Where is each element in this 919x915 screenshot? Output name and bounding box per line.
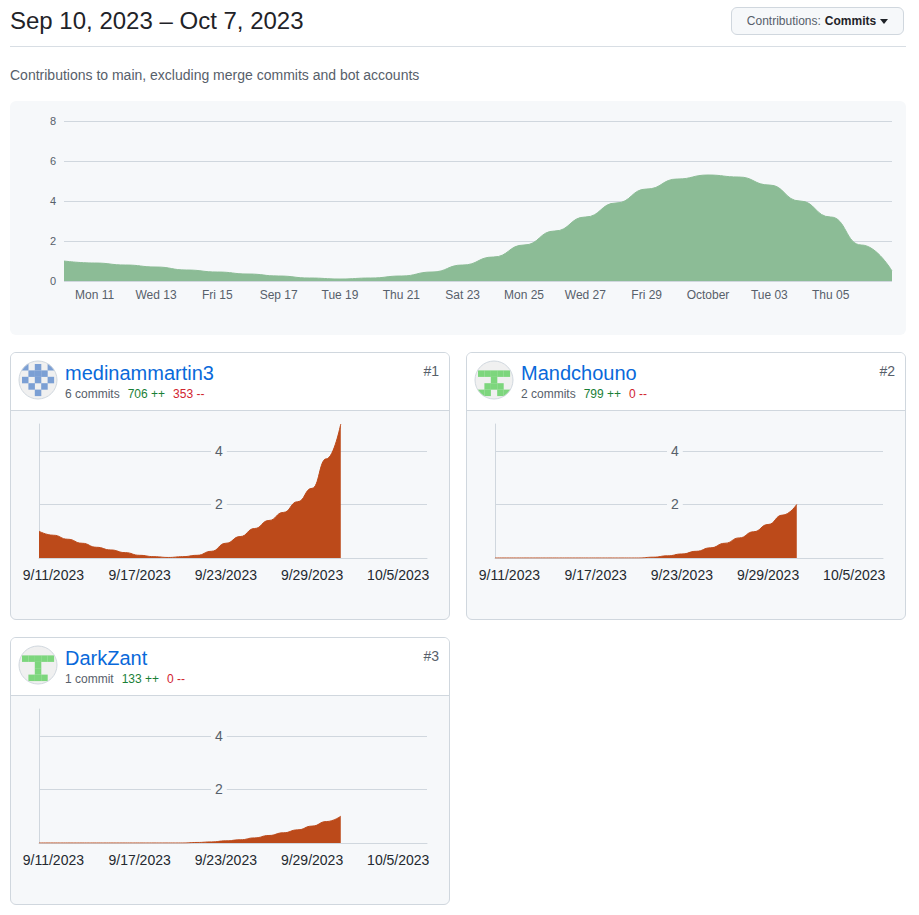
svg-text:9/29/2023: 9/29/2023 <box>737 567 799 583</box>
svg-text:4: 4 <box>215 728 223 744</box>
html-text:#3: #3 <box>423 648 439 664</box>
svg-text:9/11/2023: 9/11/2023 <box>23 567 84 583</box>
html-text:353 --: 353 -- <box>173 387 205 401</box>
html-text:1 commit: 1 commit <box>65 672 114 686</box>
html-text:6 commits: 6 commits <box>65 387 120 401</box>
svg-text:9/23/2023: 9/23/2023 <box>651 567 713 583</box>
html-text:Contributions to main, excludi: Contributions to main, excluding merge c… <box>10 67 420 83</box>
svg-text:9/17/2023: 9/17/2023 <box>108 852 170 868</box>
svg-text:Tue 19: Tue 19 <box>322 288 359 302</box>
svg-text:Mon 11: Mon 11 <box>75 288 114 302</box>
svg-text:9/23/2023: 9/23/2023 <box>195 852 257 868</box>
html-text:#1: #1 <box>423 363 439 379</box>
html-text:0 --: 0 -- <box>629 387 648 401</box>
svg-text:Wed 27: Wed 27 <box>565 288 606 302</box>
svg-text:October: October <box>687 288 730 302</box>
svg-text:9/29/2023: 9/29/2023 <box>281 567 343 583</box>
html-text:DarkZant: DarkZant <box>65 647 148 669</box>
html-text:Sep 10, 2023 – Oct 7, 2023: Sep 10, 2023 – Oct 7, 2023 <box>10 7 304 34</box>
svg-text:Thu 05: Thu 05 <box>812 288 850 302</box>
svg-text:9/29/2023: 9/29/2023 <box>281 852 343 868</box>
svg-text:4: 4 <box>671 443 679 459</box>
html-text:medinammartin3: medinammartin3 <box>65 362 214 384</box>
svg-text:2: 2 <box>50 235 56 247</box>
html-text:Contributions: Commits: Contributions: Commits <box>746 14 877 28</box>
svg-text:9/17/2023: 9/17/2023 <box>108 567 170 583</box>
svg-text:Thu 21: Thu 21 <box>383 288 421 302</box>
svg-text:4: 4 <box>215 443 223 459</box>
svg-text:Sep 17: Sep 17 <box>260 288 298 302</box>
svg-text:Fri 15: Fri 15 <box>202 288 233 302</box>
svg-text:2: 2 <box>215 496 223 512</box>
svg-text:4: 4 <box>50 195 56 207</box>
svg-text:Tue 03: Tue 03 <box>751 288 788 302</box>
svg-text:8: 8 <box>50 115 56 127</box>
svg-text:2: 2 <box>215 781 223 797</box>
svg-text:Fri 29: Fri 29 <box>631 288 662 302</box>
svg-text:10/5/2023: 10/5/2023 <box>823 567 885 583</box>
svg-text:9/17/2023: 9/17/2023 <box>564 567 626 583</box>
html-text:2 commits: 2 commits <box>521 387 576 401</box>
svg-text:Sat 23: Sat 23 <box>445 288 480 302</box>
svg-text:9/11/2023: 9/11/2023 <box>23 852 84 868</box>
html-text:Mandchouno: Mandchouno <box>521 362 637 384</box>
html-text:133 ++: 133 ++ <box>121 672 160 686</box>
svg-text:9/23/2023: 9/23/2023 <box>195 567 257 583</box>
svg-text:0: 0 <box>50 275 56 287</box>
svg-text:Mon 25: Mon 25 <box>504 288 544 302</box>
html-text:0 --: 0 -- <box>167 672 186 686</box>
svg-text:Wed 13: Wed 13 <box>135 288 176 302</box>
svg-text:2: 2 <box>671 496 679 512</box>
html-text:#2: #2 <box>879 363 895 379</box>
svg-text:9/11/2023: 9/11/2023 <box>479 567 540 583</box>
svg-text:10/5/2023: 10/5/2023 <box>367 852 429 868</box>
svg-text:10/5/2023: 10/5/2023 <box>367 567 429 583</box>
svg-text:6: 6 <box>50 155 56 167</box>
html-text:799 ++: 799 ++ <box>583 387 622 401</box>
html-text:706 ++: 706 ++ <box>127 387 166 401</box>
